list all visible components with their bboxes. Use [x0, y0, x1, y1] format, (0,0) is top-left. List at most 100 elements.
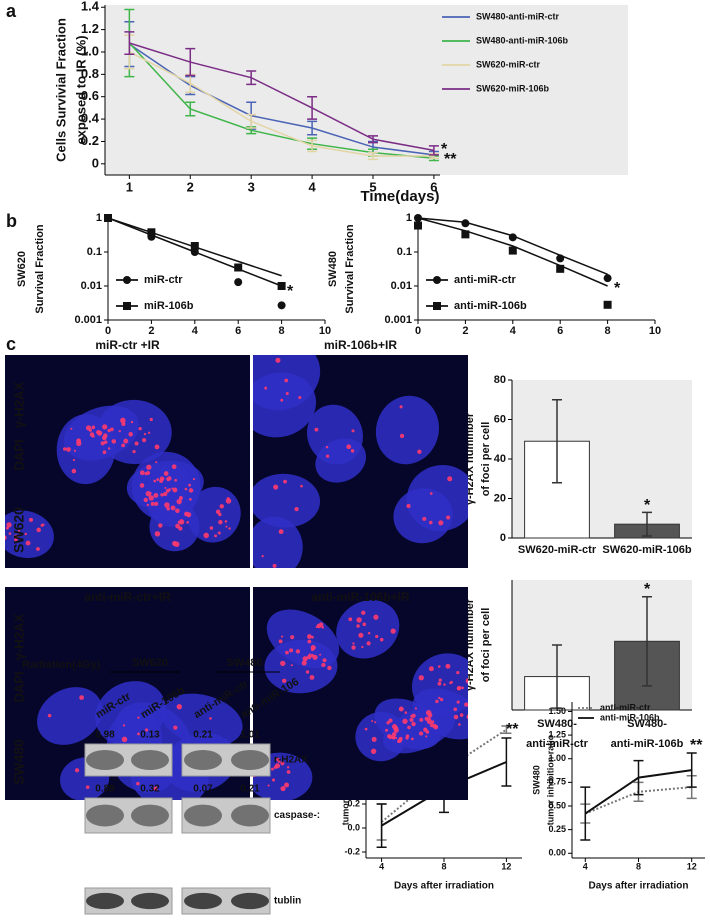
focus: [110, 427, 114, 432]
focus: [128, 431, 133, 437]
y-tick-label: 0.1: [397, 246, 412, 258]
focus: [364, 727, 368, 731]
legend-label: anti-miR-106b: [454, 300, 527, 312]
focus: [146, 503, 150, 507]
x-tick-label: 4: [308, 179, 316, 194]
focus: [327, 665, 332, 671]
focus: [390, 628, 396, 634]
focus: [322, 658, 327, 663]
focus: [392, 736, 395, 740]
x-tick-label: 4: [379, 861, 384, 871]
row-label: tublin: [274, 896, 301, 907]
focus: [175, 508, 180, 514]
error-bar: [307, 95, 318, 120]
x-tick-label: 2: [462, 325, 468, 337]
focus: [209, 717, 212, 720]
focus: [385, 728, 389, 732]
focus: [154, 531, 161, 537]
focus: [295, 649, 301, 654]
y-axis-label: Survival Fraction: [34, 224, 46, 314]
focus: [107, 428, 111, 433]
focus: [71, 468, 77, 474]
x-tick-label: 3: [248, 179, 255, 194]
x-tick-label: 10: [319, 325, 331, 337]
focus: [188, 497, 192, 501]
focus: [145, 728, 149, 732]
focus: [143, 433, 147, 436]
focus: [458, 723, 461, 726]
y-tick-label: 0.6: [81, 88, 99, 103]
focus: [143, 497, 148, 503]
y-tick-label: 0: [92, 155, 99, 170]
focus: [370, 748, 377, 754]
x-tick-label: 4: [192, 325, 199, 337]
focus: [96, 430, 103, 436]
x-tick-label: 6: [557, 325, 563, 337]
focus: [286, 766, 290, 769]
row-label: caspase-:: [274, 810, 320, 821]
focus: [419, 717, 424, 722]
focus: [280, 660, 286, 667]
focus: [166, 478, 170, 482]
focus: [437, 665, 441, 668]
y-axis-label: Survival Fraction: [344, 224, 356, 314]
focus: [142, 438, 147, 443]
y-axis-label: exposed to IR (%): [73, 35, 88, 144]
blot-band: [86, 804, 124, 827]
focus: [399, 405, 403, 409]
focus: [165, 489, 170, 493]
focus: [325, 445, 329, 449]
band-quantity: 0.07: [193, 784, 213, 795]
focus: [100, 441, 105, 446]
y-axis-label: SW480: [327, 251, 339, 287]
y-axis-label: SW480: [531, 765, 541, 795]
blot-band: [231, 804, 269, 827]
error-bar: [246, 113, 257, 129]
point: [277, 301, 286, 310]
focus: [285, 650, 289, 655]
blot-band: [86, 892, 124, 910]
focus: [41, 523, 45, 527]
nucleus: [336, 600, 400, 659]
x-tick-label: 1: [126, 179, 133, 194]
focus: [301, 660, 307, 666]
y-tick-label: 20: [494, 492, 506, 504]
point: [234, 263, 243, 272]
focus: [366, 641, 371, 646]
blot-band: [231, 750, 269, 770]
focus: [391, 732, 397, 737]
focus: [264, 386, 268, 390]
focus: [440, 698, 444, 702]
focus: [425, 735, 428, 738]
y-tick-label: -0.2: [344, 846, 360, 856]
point: [603, 300, 612, 309]
focus: [155, 461, 158, 464]
focus: [137, 716, 140, 719]
focus: [66, 447, 71, 452]
micrograph: [5, 355, 250, 568]
x-tick-label: 5: [369, 179, 376, 194]
focus: [275, 763, 281, 769]
x-tick-label: 0: [105, 325, 111, 337]
x-tick-label: 8: [279, 325, 285, 337]
focus: [192, 477, 196, 481]
error-bar: [428, 145, 439, 156]
focus: [47, 713, 52, 718]
focus: [218, 520, 223, 525]
stain-label: DAPI: [11, 439, 26, 470]
focus: [459, 713, 464, 717]
error-bar: [368, 135, 378, 144]
focus: [406, 503, 411, 509]
annotation: **: [444, 151, 457, 168]
x-tick-label: 8: [605, 325, 611, 337]
stain-label: γ-H2AX: [11, 382, 26, 429]
focus: [407, 725, 411, 730]
focus: [298, 395, 302, 400]
focus: [379, 637, 384, 642]
focus: [361, 610, 366, 615]
focus: [215, 509, 221, 515]
focus: [6, 522, 12, 528]
y-axis-label: Cells Survivial Fraction: [53, 18, 68, 162]
focus: [386, 734, 392, 739]
